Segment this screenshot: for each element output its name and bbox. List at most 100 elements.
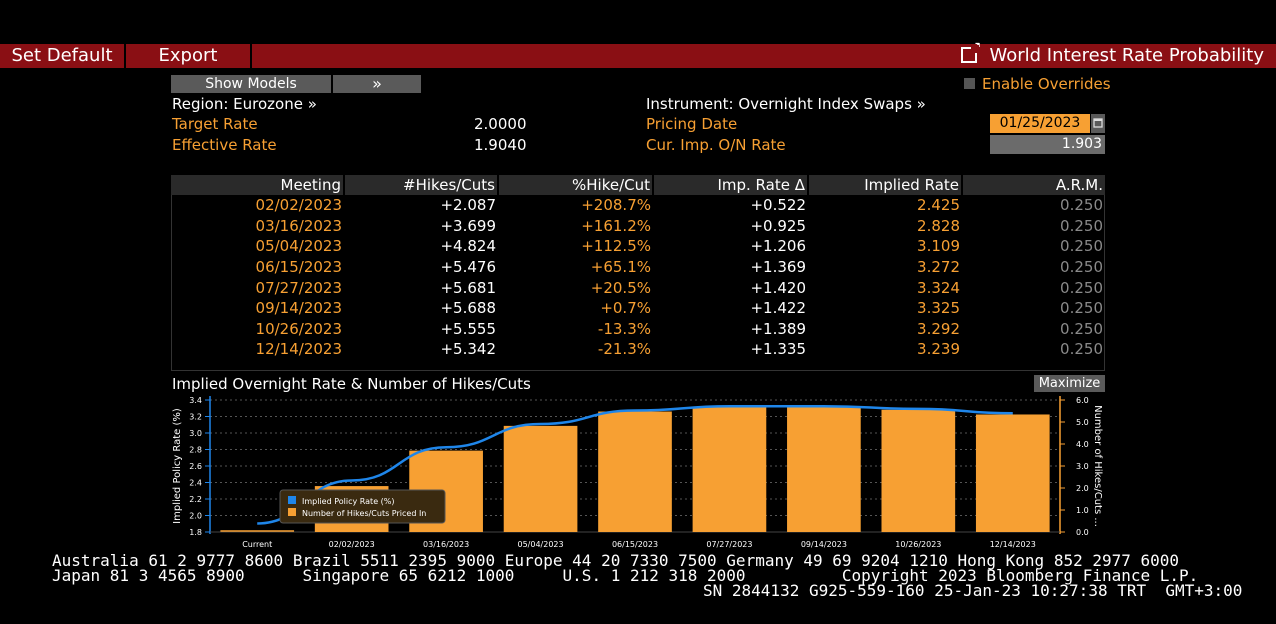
hikes-cell: +2.087 [440,196,496,215]
col-imp-rate-delta[interactable]: Imp. Rate Δ [653,175,809,195]
external-link-icon[interactable] [961,40,981,63]
delta-cell: +0.925 [750,216,806,235]
hikes-cell: +4.824 [440,237,496,256]
col-arm[interactable]: A.R.M. [962,175,1105,195]
set-default-button[interactable]: Set Default [0,44,126,68]
meeting-cell: 09/14/2023 [255,299,342,318]
x-tick-label: 07/27/2023 [706,540,752,549]
bar [598,411,672,532]
delta-cell: +1.369 [750,258,806,277]
pct-cell: +20.5% [590,278,651,297]
x-tick-label: 03/16/2023 [423,540,469,549]
col-pct-hike-cut[interactable]: %Hike/Cut [498,175,654,195]
bar [692,407,767,532]
implied-cell: 3.324 [917,278,960,297]
x-tick-label: 09/14/2023 [801,540,847,549]
table-row[interactable]: 02/02/2023 +2.087 +208.7% +0.522 2.425 0.250 [171,195,1105,216]
pct-cell: +161.2% [581,216,651,235]
effective-rate-label: Effective Rate [172,136,277,154]
delta-cell: +1.422 [750,299,806,318]
y-tick-label: 1.8 [189,528,202,537]
hikes-cell: +5.555 [440,319,496,338]
y-tick-label: 2.8 [189,446,202,455]
instrument-selector[interactable]: Instrument: Overnight Index Swaps » [646,95,926,113]
arm-cell: 0.250 [1060,319,1103,338]
target-rate-value: 2.0000 [474,115,527,133]
x-tick-label: 02/02/2023 [329,540,375,549]
implied-cell: 3.272 [917,258,960,277]
y-tick-label: 2.6 [189,462,202,471]
arm-cell: 0.250 [1060,237,1103,256]
delta-cell: +1.420 [750,278,806,297]
implied-cell: 3.292 [917,319,960,338]
legend-box [279,489,446,524]
x-tick-label: Current [242,540,272,549]
delta-cell: +1.389 [750,319,806,338]
y2-tick-label: 5.0 [1076,418,1089,427]
y2-tick-label: 2.0 [1076,484,1089,493]
y2-axis-label: Number of Hikes/Cuts ... [1092,405,1103,527]
implied-cell: 3.325 [917,299,960,318]
hikes-cell: +5.476 [440,258,496,277]
y2-tick-label: 4.0 [1076,440,1089,449]
maximize-button[interactable]: Maximize [1034,375,1105,392]
pct-cell: +208.7% [581,196,651,215]
table-row[interactable]: 05/04/2023 +4.824 +112.5% +1.206 3.109 0.250 [171,236,1105,257]
arm-cell: 0.250 [1060,299,1103,318]
meeting-cell: 05/04/2023 [255,237,342,256]
pct-cell: +0.7% [600,299,651,318]
rate-chart[interactable]: 1.8 2.0 2.2 2.4 2.6 2.8 3.0 3.2 3.4 0.0 1.0 2.0 3.0 4… [160,392,1120,552]
arm-cell: 0.250 [1060,196,1103,215]
calendar-icon[interactable] [1091,114,1105,133]
y-tick-label: 3.4 [189,396,202,405]
implied-cell: 2.425 [917,196,960,215]
expand-models-button[interactable]: » [333,75,421,93]
legend-swatch-line [288,496,296,504]
cur-imp-rate-label: Cur. Imp. O/N Rate [646,136,786,154]
table-row[interactable]: 06/15/2023 +5.476 +65.1% +1.369 3.272 0.250 [171,257,1105,278]
delta-cell: +0.522 [750,196,806,215]
implied-cell: 2.828 [917,216,960,235]
y2-tick-label: 6.0 [1076,396,1089,405]
delta-cell: +1.335 [750,340,806,359]
implied-cell: 3.109 [917,237,960,256]
implied-cell: 3.239 [917,340,960,359]
pct-cell: -13.3% [597,319,651,338]
pricing-date-input[interactable]: 01/25/2023 [990,114,1090,133]
col-hikes-cuts[interactable]: #Hikes/Cuts [344,175,499,195]
cur-imp-rate-field[interactable]: 1.903 [990,135,1105,154]
window-title: World Interest Rate Probability [961,40,1264,68]
bar [787,406,861,532]
chart-title: Implied Overnight Rate & Number of Hikes… [172,375,531,393]
legend-label: Number of Hikes/Cuts Priced In [302,509,426,518]
table-row[interactable]: 03/16/2023 +3.699 +161.2% +0.925 2.828 0.250 [171,216,1105,237]
hikes-cell: +5.681 [440,278,496,297]
region-selector[interactable]: Region: Eurozone » [172,95,317,113]
table-row[interactable]: 10/26/2023 +5.555 -13.3% +1.389 3.292 0.250 [171,319,1105,340]
y2-tick-label: 0.0 [1076,528,1089,537]
enable-overrides-checkbox[interactable] [964,78,975,89]
footer-line-2: Japan 81 3 4565 8900 Singapore 65 6212 1… [52,566,1199,585]
y-tick-label: 2.0 [189,512,202,521]
pct-cell: +65.1% [590,258,651,277]
meeting-cell: 12/14/2023 [255,340,342,359]
x-tick-label: 06/15/2023 [612,540,658,549]
footer-line-3: SN 2844132 G925-559-160 25-Jan-23 10:27:… [703,581,1243,600]
x-tick-label: 05/04/2023 [518,540,564,549]
pricing-date-label: Pricing Date [646,115,738,133]
y2-tick-label: 1.0 [1076,506,1089,515]
show-models-button[interactable]: Show Models [171,75,331,93]
table-row[interactable]: 07/27/2023 +5.681 +20.5% +1.420 3.324 0.250 [171,277,1105,298]
export-button[interactable]: Export [126,44,252,68]
y-tick-label: 2.2 [189,495,202,504]
table-row[interactable]: 12/14/2023 +5.342 -21.3% +1.335 3.239 0.250 [171,339,1105,360]
col-implied-rate[interactable]: Implied Rate [808,175,963,195]
arm-cell: 0.250 [1060,258,1103,277]
table-row[interactable]: 09/14/2023 +5.688 +0.7% +1.422 3.325 0.250 [171,298,1105,319]
meeting-cell: 10/26/2023 [255,319,342,338]
x-tick-label: 10/26/2023 [895,540,941,549]
meeting-cell: 03/16/2023 [255,216,342,235]
col-meeting[interactable]: Meeting [171,175,345,195]
arm-cell: 0.250 [1060,340,1103,359]
enable-overrides-label[interactable]: Enable Overrides [982,75,1111,93]
